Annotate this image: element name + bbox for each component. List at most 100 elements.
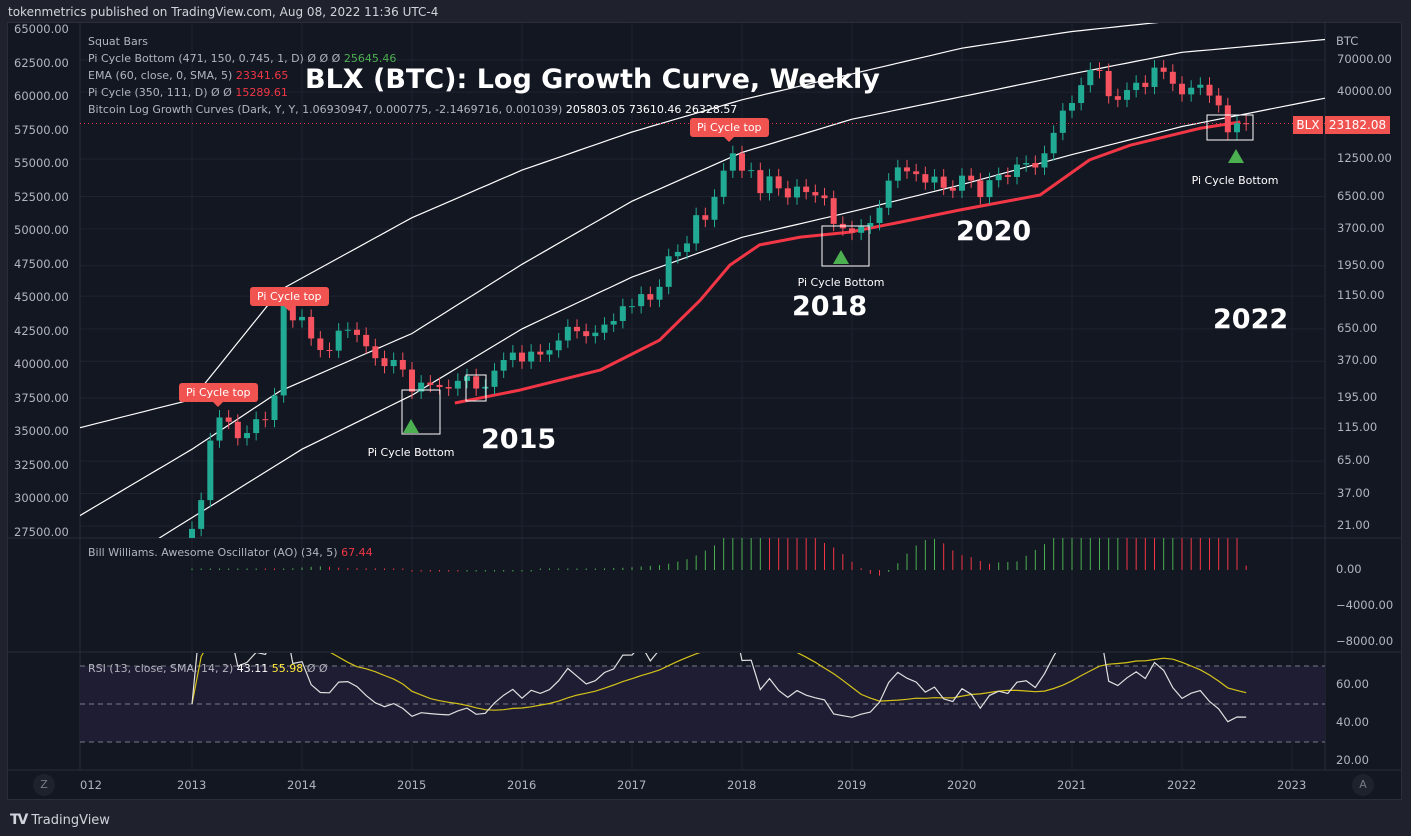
auto-scale-button[interactable]: A [1352, 774, 1374, 796]
candle-body [784, 188, 791, 198]
candle [574, 319, 580, 339]
candle [986, 172, 993, 205]
candle-body [344, 329, 351, 331]
candle [519, 345, 525, 369]
candle [344, 322, 351, 338]
legend-ema[interactable]: EMA (60, close, 0, SMA, 5) 23341.65 [88, 69, 288, 82]
legend-value: 205803.05 73610.46 26328.57 [565, 103, 738, 116]
candle [1224, 97, 1231, 140]
left-axis-label: 27500.00 [14, 524, 69, 539]
candle-body [509, 352, 516, 361]
candle [794, 179, 800, 205]
candle [748, 162, 755, 179]
candle [784, 180, 791, 205]
candle [803, 179, 810, 200]
candle-body [794, 186, 800, 198]
candle [674, 244, 681, 264]
candle [244, 425, 250, 446]
candle [729, 145, 736, 179]
candle-body [1188, 87, 1195, 95]
candle-body [225, 417, 232, 422]
candle [949, 180, 956, 199]
candle-body [1215, 95, 1222, 106]
time-axis-label: 2021 [1057, 778, 1087, 792]
time-axis-label: 2016 [507, 778, 537, 792]
candle [308, 309, 315, 346]
year-annotation: 2022 [1213, 304, 1289, 335]
left-axis-label: 50000.00 [14, 223, 69, 237]
price-unit-label: BTC [1336, 34, 1359, 48]
rsi-axis-label: 40.00 [1336, 715, 1369, 729]
candle [894, 159, 901, 189]
candle-body [995, 175, 1002, 181]
time-axis-label: 012 [80, 778, 102, 792]
candle-body [1179, 83, 1185, 95]
zoom-button[interactable]: Z [33, 774, 55, 796]
candle-body [610, 321, 617, 325]
candle-body [959, 175, 965, 191]
rsi-axis-label: 20.00 [1336, 753, 1369, 767]
time-axis-label: 2017 [617, 778, 647, 792]
candle-body [454, 380, 461, 389]
last-price-tag: 23182.08 [1325, 116, 1390, 134]
candle [1234, 115, 1240, 140]
candle [1188, 80, 1195, 102]
legend-value: 67.44 [341, 546, 373, 559]
candle-body [638, 294, 645, 307]
legend-rsi[interactable]: RSI (13, close, SMA, 14, 2) 43.11 55.98 … [88, 662, 328, 675]
candle-body [1069, 103, 1075, 111]
candle-body [1041, 153, 1048, 168]
candle-body [674, 251, 681, 257]
candle-body [1224, 105, 1231, 133]
candle [335, 323, 342, 358]
legend-log-growth-curves[interactable]: Bitcoin Log Growth Curves (Dark, Y, Y, 1… [88, 103, 737, 116]
candle [555, 332, 562, 358]
candle-body [739, 153, 745, 171]
legend-squat-bars[interactable]: Squat Bars [88, 35, 149, 48]
legend-pi-cycle-bottom[interactable]: Pi Cycle Bottom (471, 150, 0.745, 1, D) … [88, 52, 396, 65]
right-axis-label: 195.00 [1337, 390, 1378, 405]
candle [1041, 145, 1048, 175]
left-axis-label: 37500.00 [14, 390, 69, 405]
candle-body [262, 419, 269, 421]
candle [702, 207, 709, 228]
candle-body [564, 326, 571, 341]
candle [885, 173, 892, 216]
left-axis-label: 42500.00 [14, 323, 69, 338]
candle-body [867, 223, 874, 227]
candle-body [528, 351, 535, 362]
candle-body [299, 316, 305, 321]
ao-axis-label: −4000.00 [1336, 598, 1394, 612]
main-pane [80, 23, 1325, 538]
candle-body [216, 417, 223, 441]
candle [473, 368, 480, 396]
candle-body [1197, 84, 1204, 88]
legend-value: 15289.61 [235, 86, 288, 99]
candle-body [949, 187, 956, 191]
tradingview-logo[interactable]: TV TradingView [10, 812, 110, 828]
candle-body [619, 306, 626, 322]
legend-pi-cycle[interactable]: Pi Cycle (350, 111, D) Ø Ø 15289.61 [88, 86, 288, 99]
legend-awesome-oscillator[interactable]: Bill Williams. Awesome Oscillator (AO) (… [88, 546, 373, 559]
right-axis-label: 40000.00 [1337, 84, 1392, 99]
candle-body [1050, 132, 1057, 154]
right-axis-label: 3700.00 [1337, 220, 1385, 235]
candle-body [656, 286, 663, 300]
candle [1050, 125, 1057, 161]
candle [399, 352, 406, 377]
candle-body [885, 180, 892, 208]
candle [638, 286, 645, 314]
year-annotation: 2020 [956, 216, 1032, 247]
pi-cycle-bottom-label: Pi Cycle Bottom [367, 446, 455, 459]
candle [968, 168, 975, 188]
candle [491, 363, 498, 395]
time-axis-label: 2014 [287, 778, 317, 792]
candle [931, 169, 938, 190]
candle-body [931, 176, 938, 183]
candle [427, 375, 434, 393]
time-axis-label: 2022 [1167, 778, 1197, 792]
candle [876, 200, 883, 231]
candle [454, 373, 461, 396]
candle [482, 379, 489, 396]
